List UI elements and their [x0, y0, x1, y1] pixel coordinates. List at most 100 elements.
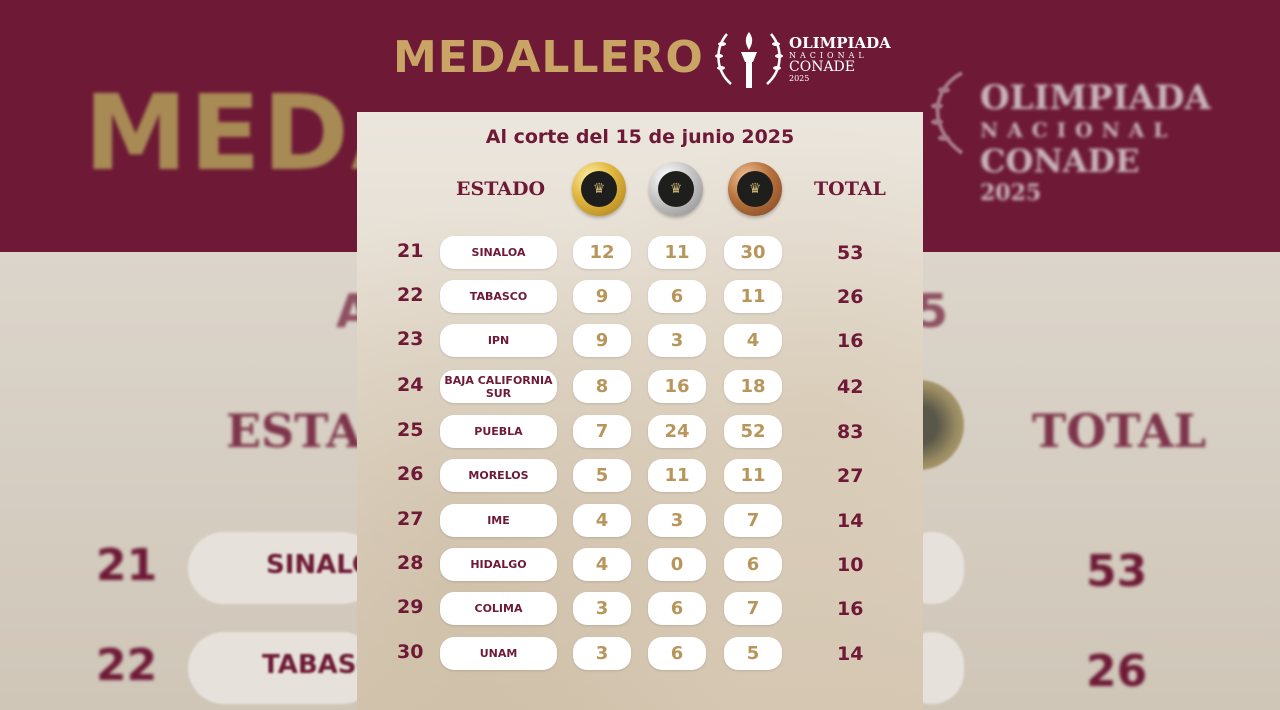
- state-name: MORELOS: [440, 459, 557, 492]
- background-logo-text: OLIMPIADA NACIONAL CONADE 2025: [980, 78, 1211, 206]
- logo-line2: NACIONAL: [789, 51, 868, 60]
- total-count: 10: [837, 554, 864, 576]
- card-header: MEDALLERO OLIMPIADA NACIONAL CONADE 2025: [357, 0, 923, 112]
- total-count: 14: [837, 643, 864, 665]
- silver-count: 6: [648, 592, 706, 625]
- logo-line1: OLIMPIADA: [789, 34, 891, 52]
- state-name: UNAM: [440, 637, 557, 670]
- olimpiada-logo: OLIMPIADA NACIONAL CONADE 2025: [713, 26, 893, 92]
- state-name: HIDALGO: [440, 548, 557, 581]
- silver-count: 0: [648, 548, 706, 581]
- state-name: PUEBLA: [440, 415, 557, 448]
- background-state-name: SINALO: [266, 550, 375, 580]
- silver-count: 3: [648, 504, 706, 537]
- background-name-pill: [188, 532, 378, 604]
- gold-count: 4: [573, 504, 631, 537]
- rank: 22: [397, 284, 424, 306]
- silver-count: 6: [648, 280, 706, 313]
- gold-count: 4: [573, 548, 631, 581]
- table-row: 24 BAJA CALIFORNIA SUR 8 16 18 42: [357, 370, 923, 406]
- silver-count: 16: [648, 370, 706, 403]
- table-row: 22 TABASCO 9 6 11 26: [357, 280, 923, 316]
- bronze-count: 11: [724, 459, 782, 492]
- state-name: IPN: [440, 324, 557, 357]
- table-row: 23 IPN 9 3 4 16: [357, 324, 923, 360]
- bronze-count: 52: [724, 415, 782, 448]
- table-row: 28 HIDALGO 4 0 6 10: [357, 548, 923, 584]
- logo-line4: 2025: [789, 74, 810, 83]
- table-row: 21 SINALOA 12 11 30 53: [357, 236, 923, 272]
- logo-text: OLIMPIADA NACIONAL CONADE 2025: [789, 36, 891, 83]
- gold-count: 3: [573, 637, 631, 670]
- state-name: COLIMA: [440, 592, 557, 625]
- background-name-pill: [188, 632, 378, 704]
- silver-count: 6: [648, 637, 706, 670]
- bronze-count: 11: [724, 280, 782, 313]
- gold-count: 12: [573, 236, 631, 269]
- total-count: 53: [837, 242, 864, 264]
- background-logo-line2: NACIONAL: [980, 118, 1177, 142]
- table-row: 29 COLIMA 3 6 7 16: [357, 592, 923, 628]
- bronze-medal-icon: ♛: [728, 162, 782, 216]
- silver-count: 24: [648, 415, 706, 448]
- rank: 25: [397, 419, 424, 441]
- table-row: 26 MORELOS 5 11 11 27: [357, 459, 923, 495]
- background-logo-line1: OLIMPIADA: [980, 78, 1211, 118]
- total-count: 14: [837, 510, 864, 532]
- rank: 21: [397, 240, 424, 262]
- bronze-count: 7: [724, 504, 782, 537]
- background-rank: 21: [96, 540, 158, 591]
- total-count: 42: [837, 376, 864, 398]
- bronze-count: 7: [724, 592, 782, 625]
- state-name: TABASCO: [440, 280, 557, 313]
- total-count: 26: [837, 286, 864, 308]
- rank: 29: [397, 596, 424, 618]
- medal-table-card: MEDALLERO OLIMPIADA NACIONAL CONADE 2025: [357, 0, 923, 710]
- background-total: 53: [1086, 546, 1148, 597]
- bronze-count: 30: [724, 236, 782, 269]
- background-state-name: TABASC: [262, 650, 376, 680]
- rank: 30: [397, 641, 424, 663]
- table-row: 30 UNAM 3 6 5 14: [357, 637, 923, 673]
- background-logo-line3: CONADE: [980, 142, 1140, 180]
- total-count: 27: [837, 465, 864, 487]
- table-row: 25 PUEBLA 7 24 52 83: [357, 415, 923, 451]
- rank: 23: [397, 328, 424, 350]
- silver-count: 3: [648, 324, 706, 357]
- silver-count: 11: [648, 459, 706, 492]
- gold-count: 3: [573, 592, 631, 625]
- silver-count: 11: [648, 236, 706, 269]
- total-header: TOTAL: [814, 178, 886, 200]
- bronze-count: 6: [724, 548, 782, 581]
- rank: 27: [397, 508, 424, 530]
- gold-count: 8: [573, 370, 631, 403]
- page-title: MEDALLERO: [393, 32, 704, 83]
- logo-line3: CONADE: [789, 59, 855, 75]
- bronze-count: 4: [724, 324, 782, 357]
- gold-count: 9: [573, 280, 631, 313]
- background-rank: 22: [96, 640, 158, 691]
- torch-laurel-icon: [715, 32, 783, 88]
- gold-medal-icon: ♛: [572, 162, 626, 216]
- table-row: 27 IME 4 3 7 14: [357, 504, 923, 540]
- background-laurel-icon: [931, 71, 964, 155]
- background-total-header: TOTAL: [1032, 404, 1207, 458]
- rank: 26: [397, 463, 424, 485]
- silver-medal-icon: ♛: [649, 162, 703, 216]
- rank: 24: [397, 374, 424, 396]
- cutoff-date: Al corte del 15 de junio 2025: [485, 126, 795, 148]
- total-count: 83: [837, 421, 864, 443]
- background-total: 26: [1086, 646, 1148, 697]
- rank: 28: [397, 552, 424, 574]
- bronze-count: 18: [724, 370, 782, 403]
- state-name: SINALOA: [440, 236, 557, 269]
- total-count: 16: [837, 330, 864, 352]
- bronze-count: 5: [724, 637, 782, 670]
- state-name: BAJA CALIFORNIA SUR: [440, 370, 557, 403]
- background-logo-line4: 2025: [980, 180, 1042, 206]
- gold-count: 7: [573, 415, 631, 448]
- total-count: 16: [837, 598, 864, 620]
- estado-header: ESTADO: [456, 178, 546, 200]
- gold-count: 9: [573, 324, 631, 357]
- gold-count: 5: [573, 459, 631, 492]
